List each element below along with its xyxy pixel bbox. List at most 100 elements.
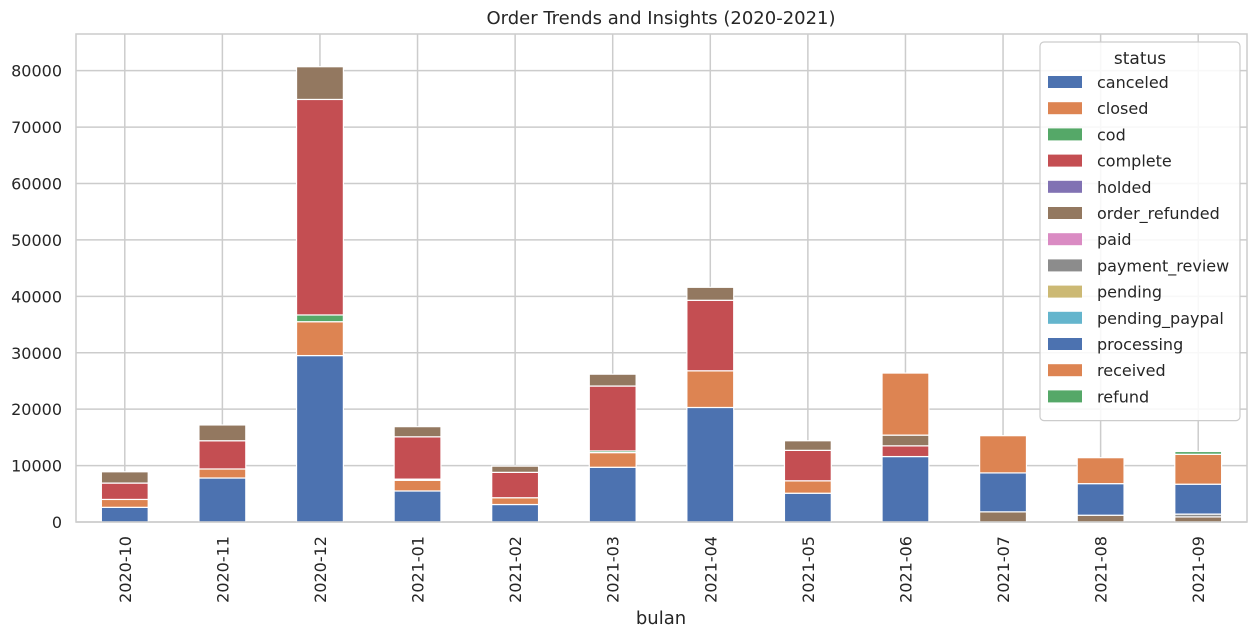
bar-segment-processing	[979, 472, 1028, 513]
x-axis-label: bulan	[636, 608, 686, 629]
bar-segment-order_refunded	[1076, 514, 1125, 523]
plot-frame	[75, 33, 1248, 523]
bar-segment-processing	[1076, 483, 1125, 516]
x-tick-label: 2021-06	[896, 536, 915, 603]
x-tick-label: 2021-01	[409, 536, 428, 603]
legend-swatch-refund	[1048, 390, 1082, 403]
x-axis-ticks: 2020-10 2020-11 2020-12 2021-01 2021-02 2021-…	[116, 536, 1208, 603]
y-tick-label: 40000	[11, 287, 62, 306]
legend-swatch-order_refunded	[1048, 207, 1082, 219]
bar-segment-canceled	[100, 506, 149, 523]
y-tick-label: 0	[52, 513, 62, 532]
bar-segment-closed	[393, 479, 442, 492]
x-tick-label: 2021-07	[994, 536, 1013, 603]
legend-label-received: received	[1097, 361, 1166, 380]
legend-swatch-holded	[1048, 180, 1082, 193]
bar-segment-closed	[100, 498, 149, 508]
bar-segment-complete	[198, 440, 247, 470]
bar-segment-closed	[295, 321, 344, 357]
x-tick-label: 2020-12	[311, 536, 330, 603]
bar-segment-processing	[1174, 483, 1223, 515]
x-tick-label: 2021-05	[799, 536, 818, 603]
legend-label-refund: refund	[1097, 387, 1149, 406]
y-tick-label: 80000	[11, 62, 62, 81]
x-tick-label: 2021-03	[604, 536, 623, 603]
legend-box	[1039, 41, 1241, 422]
x-tick-label: 2021-09	[1189, 536, 1208, 603]
bar-segment-canceled	[198, 477, 247, 523]
legend-label-processing: processing	[1097, 335, 1183, 354]
legend: status canceled closed cod complete holded ord…	[1039, 41, 1241, 422]
legend-label-closed: closed	[1097, 99, 1148, 118]
bars	[100, 66, 1223, 523]
legend-label-pending_paypal: pending_paypal	[1097, 309, 1224, 329]
bar-segment-order_refunded	[686, 286, 735, 301]
bar-segment-complete	[295, 98, 344, 316]
y-tick-label: 30000	[11, 344, 62, 363]
bar-segment-order_refunded	[1174, 516, 1223, 523]
bar-segment-order_refunded	[979, 511, 1028, 523]
bar-segment-received	[979, 435, 1028, 474]
bar-segment-canceled	[491, 503, 540, 523]
legend-label-pending: pending	[1097, 283, 1162, 302]
legend-label-complete: complete	[1097, 152, 1172, 171]
y-tick-label: 50000	[11, 231, 62, 250]
y-tick-label: 20000	[11, 400, 62, 419]
bar-segment-order_refunded	[588, 373, 637, 387]
legend-swatch-canceled	[1048, 76, 1082, 88]
legend-label-holded: holded	[1097, 178, 1152, 197]
x-tick-label: 2020-11	[213, 536, 232, 603]
x-tick-label: 2021-02	[506, 536, 525, 603]
legend-swatch-processing	[1048, 338, 1082, 350]
bar-segment-complete	[588, 385, 637, 452]
bar-segment-complete	[393, 436, 442, 480]
y-tick-label: 10000	[11, 457, 62, 476]
legend-swatch-received	[1048, 364, 1082, 377]
bar-segment-complete	[783, 449, 832, 482]
chart-title: Order Trends and Insights (2020-2021)	[486, 8, 835, 29]
legend-swatch-cod	[1048, 128, 1082, 141]
legend-title: status	[1114, 49, 1166, 69]
bar-segment-closed	[198, 468, 247, 479]
bar-segment-order_refunded	[491, 465, 540, 473]
bar-segment-complete	[100, 482, 149, 501]
y-tick-label: 60000	[11, 175, 62, 194]
bar-segment-order_refunded	[881, 434, 930, 447]
legend-label-payment_review: payment_review	[1097, 256, 1229, 276]
x-tick-label: 2021-08	[1092, 536, 1111, 603]
legend-label-canceled: canceled	[1097, 73, 1169, 92]
bar-segment-complete	[491, 471, 540, 499]
x-tick-label: 2021-04	[701, 536, 720, 603]
bar-segment-order_refunded	[783, 440, 832, 451]
legend-swatch-paid	[1048, 233, 1082, 246]
legend-swatch-pending	[1048, 285, 1082, 298]
bar-segment-received	[1076, 457, 1125, 485]
bar-segment-canceled	[588, 466, 637, 523]
legend-label-paid: paid	[1097, 230, 1132, 249]
bar-segment-order_refunded	[295, 66, 344, 101]
bar-segment-cod	[295, 314, 344, 323]
bar-segment-refund	[1174, 450, 1223, 455]
y-axis-ticks: 0 10000 20000 30000 40000 50000 60000 70000 8000…	[11, 62, 62, 532]
x-tick-label: 2020-10	[116, 536, 135, 603]
legend-swatch-payment_review	[1048, 259, 1082, 272]
bar-segment-received	[1174, 453, 1223, 485]
bar-segment-closed	[588, 452, 637, 468]
bar-segment-closed	[783, 480, 832, 494]
bar-segment-order_refunded	[393, 426, 442, 438]
legend-swatch-complete	[1048, 154, 1082, 167]
bar-segment-complete	[686, 299, 735, 372]
bar-segment-order_refunded	[198, 424, 247, 442]
bar-segment-canceled	[686, 406, 735, 523]
bar-segment-order_refunded	[100, 471, 149, 484]
bar-segment-canceled	[295, 354, 344, 523]
bar-segment-complete	[881, 445, 930, 458]
legend-swatch-closed	[1048, 102, 1082, 115]
bar-segment-received	[881, 372, 930, 436]
bar-segment-canceled	[783, 492, 832, 523]
y-tick-label: 70000	[11, 118, 62, 137]
legend-label-cod: cod	[1097, 125, 1126, 144]
bar-segment-canceled	[881, 455, 930, 523]
bar-segment-canceled	[393, 490, 442, 523]
